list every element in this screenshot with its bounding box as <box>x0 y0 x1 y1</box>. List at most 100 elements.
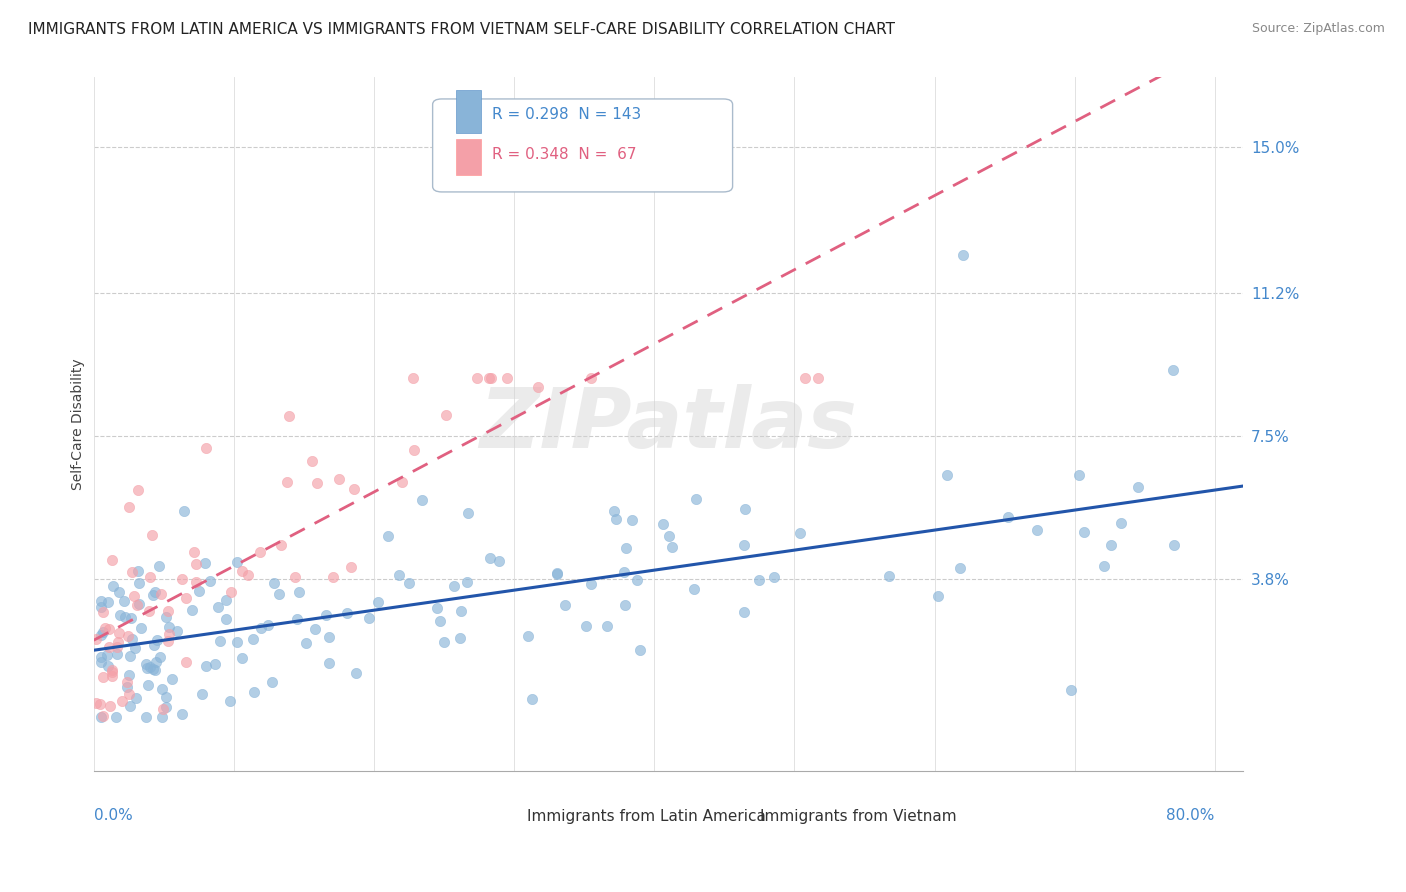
Point <box>262 674 284 689</box>
Point <box>90 649 112 664</box>
Point <box>402 371 425 385</box>
Point <box>129 621 152 635</box>
Point <box>436 408 458 422</box>
Point <box>91 625 114 640</box>
Point <box>118 687 141 701</box>
Point <box>181 603 204 617</box>
Point <box>155 610 177 624</box>
Point <box>145 655 167 669</box>
Point <box>200 574 222 588</box>
Point <box>250 621 273 635</box>
Point <box>226 635 249 649</box>
Point <box>1094 559 1116 574</box>
Text: IMMIGRANTS FROM LATIN AMERICA VS IMMIGRANTS FROM VIETNAM SELF-CARE DISABILITY CO: IMMIGRANTS FROM LATIN AMERICA VS IMMIGRA… <box>28 22 896 37</box>
Point <box>121 566 143 580</box>
Point <box>142 662 165 676</box>
Point <box>546 566 568 580</box>
Point <box>107 626 129 640</box>
Point <box>141 528 163 542</box>
Point <box>318 630 340 644</box>
Point <box>194 441 217 455</box>
Point <box>105 710 128 724</box>
Point <box>90 594 112 608</box>
Point <box>613 598 636 612</box>
Point <box>426 601 449 615</box>
Point <box>96 648 118 662</box>
Point <box>90 710 112 724</box>
Point <box>449 632 471 646</box>
Point <box>157 626 180 640</box>
Point <box>115 680 138 694</box>
Point <box>527 380 550 394</box>
Point <box>344 666 367 681</box>
Point <box>936 467 959 482</box>
Point <box>100 552 122 566</box>
Point <box>1073 524 1095 539</box>
Point <box>101 579 124 593</box>
Point <box>152 702 174 716</box>
Point <box>122 589 145 603</box>
Point <box>117 667 139 681</box>
Point <box>613 565 636 579</box>
Point <box>124 640 146 655</box>
Point <box>195 658 218 673</box>
Point <box>108 608 131 623</box>
Point <box>328 472 350 486</box>
Point <box>170 707 193 722</box>
Point <box>287 584 309 599</box>
Point <box>479 551 502 566</box>
Bar <box>499 805 520 831</box>
Point <box>340 560 363 574</box>
Point <box>142 638 165 652</box>
Point <box>174 591 197 605</box>
Point <box>1163 538 1185 552</box>
Point <box>256 617 278 632</box>
Point <box>166 624 188 639</box>
Point <box>734 501 756 516</box>
Point <box>207 599 229 614</box>
Point <box>270 539 292 553</box>
Point <box>187 584 209 599</box>
Point <box>186 574 208 589</box>
Point <box>432 635 454 649</box>
Point <box>105 640 128 655</box>
Point <box>115 675 138 690</box>
Point <box>100 665 122 679</box>
Point <box>789 525 811 540</box>
Point <box>488 554 510 568</box>
Point <box>101 669 124 683</box>
Point <box>685 491 707 506</box>
Point <box>1026 523 1049 537</box>
Point <box>616 541 638 555</box>
Point <box>150 710 173 724</box>
Point <box>145 663 167 677</box>
Point <box>479 371 502 385</box>
Point <box>304 622 326 636</box>
Point <box>263 575 285 590</box>
Point <box>149 650 172 665</box>
Point <box>554 598 576 612</box>
Point <box>456 575 478 590</box>
Text: Immigrants from Vietnam: Immigrants from Vietnam <box>761 809 957 824</box>
Point <box>398 576 420 591</box>
Point <box>143 585 166 599</box>
Point <box>267 587 290 601</box>
Point <box>733 538 755 552</box>
Point <box>160 672 183 686</box>
Point <box>605 512 627 526</box>
Point <box>156 604 179 618</box>
Point <box>278 409 301 423</box>
Point <box>125 691 148 706</box>
Point <box>762 570 785 584</box>
Point <box>128 598 150 612</box>
Point <box>793 371 815 385</box>
Point <box>118 500 141 514</box>
Point <box>98 698 121 713</box>
Point <box>173 504 195 518</box>
Point <box>149 587 172 601</box>
Point <box>952 248 974 262</box>
Point <box>249 545 271 559</box>
Point <box>90 655 112 669</box>
Point <box>159 620 181 634</box>
Point <box>603 504 626 518</box>
